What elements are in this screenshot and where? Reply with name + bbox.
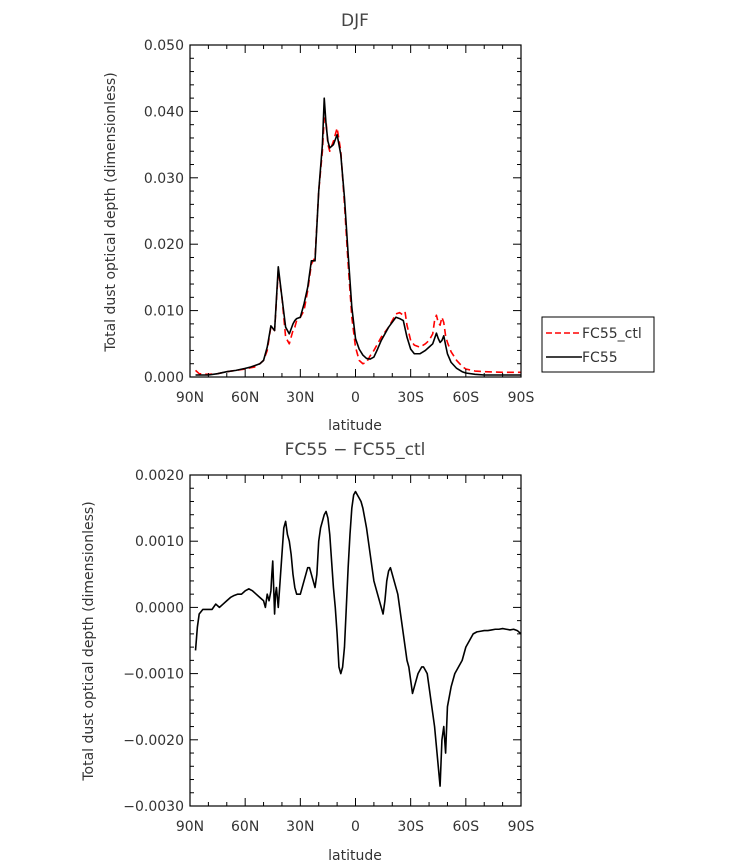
y-tick-label: 0.020 xyxy=(144,237,184,253)
difference-panel: FC55 − FC55_ctl 90N 60N 30N 0 30S 60S 90S −0.0… xyxy=(81,440,534,864)
x-tick-label: 90S xyxy=(508,390,535,406)
x-tick-label: 0 xyxy=(351,819,360,835)
y-tick-label: 0.000 xyxy=(144,370,184,386)
y-tick-label: 0.030 xyxy=(144,171,184,187)
series-line-difference xyxy=(194,490,522,787)
x-tick-label: 60S xyxy=(452,819,479,835)
plot-area-top xyxy=(194,97,521,376)
x-tick-labels: 90N 60N 30N 0 30S 60S 90S xyxy=(176,390,535,406)
y-tick-label: −0.0020 xyxy=(123,733,184,749)
x-tick-label: 30N xyxy=(286,390,314,406)
x-tick-label: 30S xyxy=(397,390,424,406)
x-tick-label: 30S xyxy=(397,819,424,835)
legend-label-fc55: FC55 xyxy=(582,350,618,366)
y-tick-label: 0.0020 xyxy=(135,468,184,484)
y-tick-labels: −0.0030 −0.0020 −0.0010 0.0000 0.0010 0.0020 xyxy=(123,468,184,815)
y-tick-label: 0.010 xyxy=(144,304,184,320)
y-axis-label: Total dust optical depth (dimensionless) xyxy=(103,72,119,352)
x-tick-label: 60N xyxy=(231,819,259,835)
tick-marks xyxy=(189,474,522,807)
x-tick-label: 90N xyxy=(176,390,204,406)
plot-frame xyxy=(189,44,522,378)
y-tick-label: 0.040 xyxy=(144,104,184,120)
y-tick-label: 0.0000 xyxy=(135,600,184,616)
legend-label-fc55-ctl: FC55_ctl xyxy=(582,326,642,342)
y-tick-label: 0.0010 xyxy=(135,534,184,550)
plot-area-bottom xyxy=(194,490,522,787)
y-tick-label: 0.050 xyxy=(144,38,184,54)
x-tick-label: 60S xyxy=(452,390,479,406)
y-tick-label: −0.0010 xyxy=(123,667,184,683)
x-axis-label: latitude xyxy=(328,848,382,864)
chart-title: DJF xyxy=(341,11,369,31)
y-axis-label: Total dust optical depth (dimensionless) xyxy=(81,501,97,781)
tick-marks xyxy=(189,44,522,378)
x-tick-label: 90N xyxy=(176,819,204,835)
series-line-fc55 xyxy=(195,97,521,376)
chart-title: FC55 − FC55_ctl xyxy=(285,440,426,460)
x-axis-label: latitude xyxy=(328,418,382,434)
legend-box xyxy=(541,316,655,373)
x-tick-label: 0 xyxy=(351,390,360,406)
series-line-fc55-ctl xyxy=(194,117,521,376)
x-tick-labels: 90N 60N 30N 0 30S 60S 90S xyxy=(176,819,535,835)
legend: FC55_ctl FC55 xyxy=(541,316,655,373)
x-tick-label: 60N xyxy=(231,390,259,406)
y-tick-label: −0.0030 xyxy=(123,799,184,815)
y-tick-labels: 0.000 0.010 0.020 0.030 0.040 0.050 xyxy=(144,38,184,386)
x-tick-label: 90S xyxy=(508,819,535,835)
plot-frame xyxy=(189,474,522,807)
djf-panel: DJF 90N 60N 30N 0 30S 60S 90S 0.0000.0100.0200… xyxy=(103,11,655,434)
x-tick-label: 30N xyxy=(286,819,314,835)
